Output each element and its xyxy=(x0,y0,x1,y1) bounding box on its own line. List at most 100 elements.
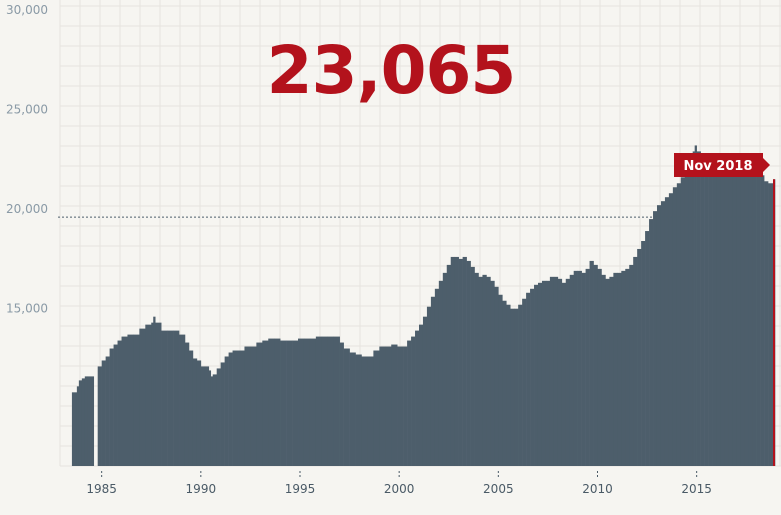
x-axis: 1985 1990 1995 2000 2005 2010 2015 xyxy=(86,471,712,496)
y-axis: 15,000 20,000 25,000 30,000 xyxy=(6,3,48,316)
bar xyxy=(349,352,356,466)
bar xyxy=(355,354,362,466)
bar xyxy=(97,366,102,466)
bar xyxy=(649,219,654,466)
bar xyxy=(411,336,416,466)
bar xyxy=(720,173,725,466)
bar xyxy=(526,292,531,466)
headline-value: 23,065 xyxy=(267,32,516,109)
bar xyxy=(105,356,110,466)
bar xyxy=(210,376,214,466)
bar xyxy=(133,334,140,466)
bar xyxy=(708,169,713,466)
bar xyxy=(633,256,638,466)
bar xyxy=(216,368,221,466)
bar xyxy=(502,300,507,466)
bar xyxy=(712,171,717,466)
bar xyxy=(280,340,287,466)
bar xyxy=(740,171,745,466)
bar xyxy=(728,173,733,466)
bar xyxy=(605,278,610,466)
bar xyxy=(694,145,697,466)
bar xyxy=(589,260,594,466)
y-tick-label: 25,000 xyxy=(6,103,48,117)
bar xyxy=(506,304,511,466)
bar xyxy=(498,294,503,466)
bar xyxy=(768,183,774,466)
bar xyxy=(585,268,590,466)
bar xyxy=(422,316,428,466)
bar xyxy=(442,272,448,466)
bar xyxy=(764,181,769,466)
bar xyxy=(518,304,523,466)
y-tick-label: 20,000 xyxy=(6,202,48,216)
bar xyxy=(84,376,89,466)
bar xyxy=(339,342,344,466)
bar xyxy=(565,278,571,466)
callout-label: Nov 2018 xyxy=(684,159,753,174)
bar xyxy=(629,264,634,466)
x-tick-label: 1990 xyxy=(186,482,217,496)
bar xyxy=(196,360,202,466)
bar xyxy=(179,334,186,466)
bar xyxy=(361,356,368,466)
callout-box xyxy=(674,153,763,177)
bar xyxy=(470,266,475,466)
bar xyxy=(732,173,737,466)
bar xyxy=(466,260,471,466)
bar xyxy=(391,344,398,466)
bar xyxy=(327,336,335,466)
x-tick-label: 1985 xyxy=(86,482,117,496)
bar xyxy=(117,340,122,466)
bar xyxy=(161,330,168,466)
bar xyxy=(625,268,630,466)
bar xyxy=(724,173,729,466)
bar xyxy=(244,346,251,466)
bar xyxy=(286,340,293,466)
bar xyxy=(474,272,479,466)
bar xyxy=(716,171,721,466)
bar xyxy=(490,280,495,466)
bar xyxy=(113,344,118,466)
bar xyxy=(700,159,705,466)
bar xyxy=(415,330,420,466)
bar xyxy=(87,376,95,466)
bar xyxy=(688,157,693,466)
bar xyxy=(756,173,761,466)
bar xyxy=(268,338,275,466)
bar xyxy=(752,173,757,466)
bar xyxy=(450,256,455,466)
current-value-callout: Nov 2018 xyxy=(674,153,776,466)
bar xyxy=(736,171,741,466)
bar xyxy=(188,350,194,466)
bar xyxy=(315,336,323,466)
bar xyxy=(208,370,212,466)
bar xyxy=(668,193,674,466)
bar xyxy=(407,340,412,466)
bar xyxy=(561,282,567,466)
bar xyxy=(109,348,114,466)
bar xyxy=(212,374,217,466)
bar xyxy=(145,324,152,466)
bar xyxy=(419,324,424,466)
bar xyxy=(292,340,299,466)
bar xyxy=(379,346,386,466)
bar xyxy=(573,270,578,466)
bar xyxy=(81,378,86,466)
bar xyxy=(537,282,543,466)
bar xyxy=(321,336,329,466)
bar xyxy=(397,346,404,466)
x-tick-label: 2000 xyxy=(384,482,415,496)
bar xyxy=(309,338,317,466)
bar xyxy=(581,272,586,466)
bar xyxy=(367,356,374,466)
bar xyxy=(426,306,432,466)
callout-pointer xyxy=(763,158,770,172)
bar xyxy=(155,322,162,466)
bar xyxy=(78,380,83,466)
bar xyxy=(303,338,311,466)
bar xyxy=(569,274,574,466)
x-tick-label: 2010 xyxy=(582,482,613,496)
bar xyxy=(256,342,263,466)
bar xyxy=(462,256,467,466)
